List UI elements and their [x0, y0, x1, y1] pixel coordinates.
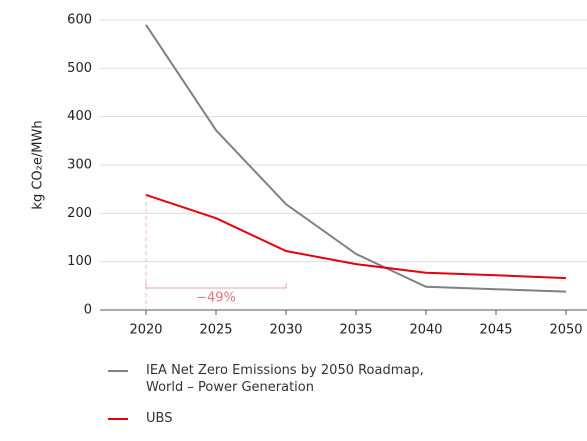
y-tick-label: 200 [67, 206, 92, 221]
y-tick-label: 100 [67, 254, 92, 269]
legend-label: UBS [146, 411, 173, 426]
x-tick-label: 2045 [479, 323, 512, 338]
y-tick-label: 600 [67, 13, 92, 28]
y-tick-label: 300 [67, 158, 92, 173]
y-tick-label: 0 [84, 303, 92, 318]
legend-swatch [108, 418, 128, 420]
legend-swatch [108, 370, 128, 372]
series-line [145, 194, 567, 280]
legend-item: UBS [108, 410, 446, 427]
chart: kg CO₂e/MWh 0 100 200 300 400 500 600 2020 2025 2… [31, 13, 587, 338]
page: kg CO₂e/MWh 0 100 200 300 400 500 600 2020 2025 2… [30, 12, 587, 426]
x-tick-label: 2035 [339, 323, 372, 338]
bracket [145, 283, 287, 289]
x-tick-label: 2025 [199, 323, 232, 338]
x-tick-label: 2040 [409, 323, 442, 338]
x-tick-label: 2050 [549, 323, 582, 338]
annotation: −49% [196, 291, 236, 306]
y-axis-title: kg CO₂e/MWh [31, 120, 46, 209]
series-line [145, 24, 567, 293]
x-tick-label: 2020 [129, 323, 162, 338]
legend: IEA Net Zero Emissions by 2050 Roadmap, … [108, 362, 446, 441]
y-tick-label: 400 [67, 109, 92, 124]
y-tick-label: 500 [67, 61, 92, 76]
legend-label: IEA Net Zero Emissions by 2050 Roadmap, … [146, 363, 424, 395]
legend-item: IEA Net Zero Emissions by 2050 Roadmap, … [108, 362, 446, 396]
x-tick-label: 2030 [269, 323, 302, 338]
